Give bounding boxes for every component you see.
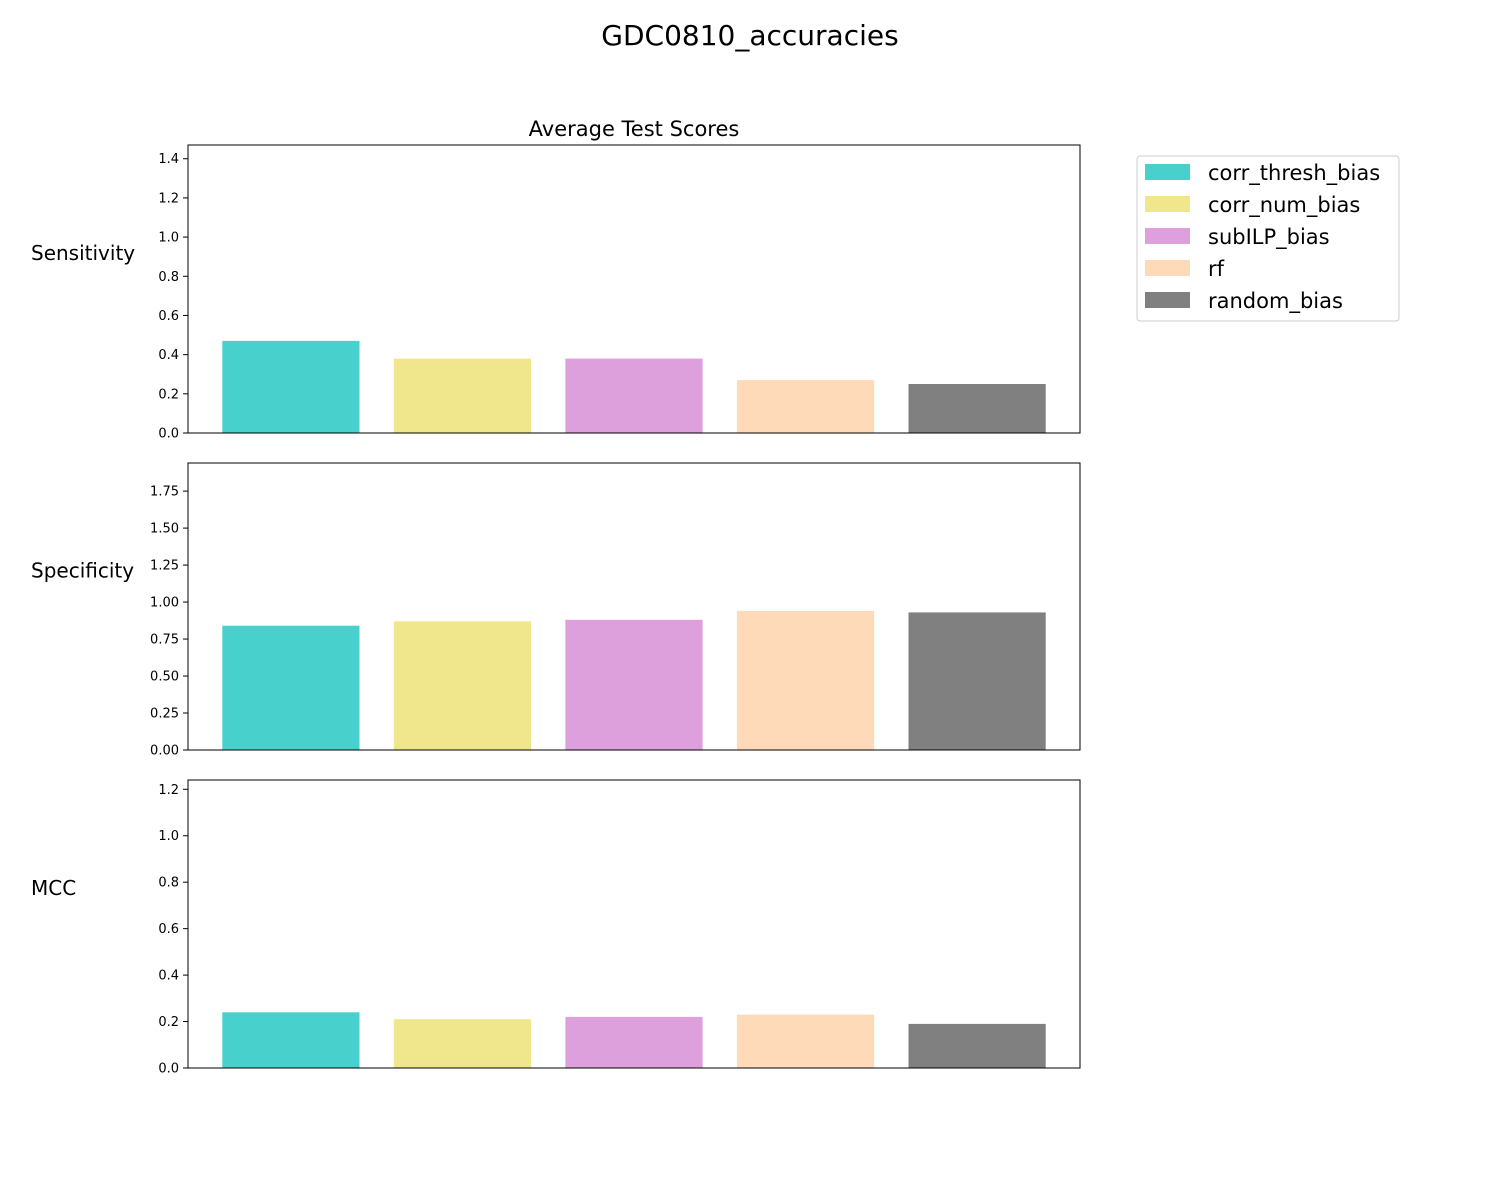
panel-1: 0.0 0.2 0.4 0.6 0.8 1.0 1.2 1.4 Sensitivity xyxy=(31,144,1081,442)
y-tick-label: 0.50 xyxy=(150,670,179,685)
bar-subILP_bias xyxy=(565,619,703,750)
y-tick-label: 1.00 xyxy=(150,596,179,611)
y-tick-label: 1.0 xyxy=(158,829,179,844)
legend-label-rf: rf xyxy=(1208,257,1225,281)
y-tick-label: 1.0 xyxy=(158,231,179,246)
legend-swatch-corr_num_bias xyxy=(1145,196,1190,212)
y-tick-label: 0.00 xyxy=(150,744,179,759)
legend-label-corr_thresh_bias: corr_thresh_bias xyxy=(1208,161,1380,186)
y-tick-label: 0.6 xyxy=(158,922,179,937)
y-tick-label: 1.2 xyxy=(158,191,179,206)
y-tick-label: 1.25 xyxy=(150,559,179,574)
legend-swatch-random_bias xyxy=(1145,292,1190,308)
y-tick-label: 0.8 xyxy=(158,270,179,285)
bar-random_bias xyxy=(908,384,1046,433)
y-tick-label: 0.4 xyxy=(158,348,179,363)
figure-suptitle: GDC0810_accuracies xyxy=(601,19,898,52)
row-label-sensitivity: Sensitivity xyxy=(31,241,135,265)
y-tick-label: 0.0 xyxy=(158,1062,179,1077)
legend-swatch-rf xyxy=(1145,260,1190,276)
y-tick-label: 0.0 xyxy=(158,427,179,442)
bar-corr_num_bias xyxy=(393,1019,531,1068)
y-tick-label: 0.6 xyxy=(158,309,179,324)
y-tick-label: 0.2 xyxy=(158,1015,179,1030)
bar-subILP_bias xyxy=(565,358,703,433)
plot-frame xyxy=(187,144,1081,434)
plot-frame xyxy=(187,779,1081,1069)
y-tick-label: 1.50 xyxy=(150,522,179,537)
panel-3: 0.0 0.2 0.4 0.6 0.8 1.0 1.2 MCC xyxy=(31,779,1081,1077)
chart-panels: 0.00.20.40.60.81.01.21.4Sensitivity0.000… xyxy=(31,144,1081,1077)
legend-label-subILP_bias: subILP_bias xyxy=(1208,225,1330,250)
legend-label-corr_num_bias: corr_num_bias xyxy=(1208,193,1360,218)
bar-rf xyxy=(736,1014,875,1068)
y-tick-label: 1.2 xyxy=(158,783,179,798)
row-label-specificity: Specificity xyxy=(31,559,134,583)
bar-corr_num_bias xyxy=(393,621,531,750)
row-label-mcc: MCC xyxy=(31,876,76,900)
bar-random_bias xyxy=(908,1023,1046,1068)
y-tick-label: 0.8 xyxy=(158,876,179,891)
legend-swatch-corr_thresh_bias xyxy=(1145,164,1190,180)
legend: corr_thresh_bias corr_num_bias subILP_bias… xyxy=(1136,155,1400,322)
panel-title: Average Test Scores xyxy=(529,117,740,141)
y-tick-label: 0.2 xyxy=(158,387,179,402)
bar-corr_num_bias xyxy=(393,358,531,433)
bar-corr_thresh_bias xyxy=(222,340,360,433)
y-tick-label: 0.75 xyxy=(150,633,179,648)
legend-label-random_bias: random_bias xyxy=(1208,289,1343,314)
bar-corr_thresh_bias xyxy=(222,625,360,750)
panel-2: 0.00 0.25 0.50 0.75 1.00 1.25 1.50 1.75 Specific… xyxy=(31,462,1081,759)
y-tick-label: 1.4 xyxy=(158,152,179,167)
bar-subILP_bias xyxy=(565,1016,703,1068)
y-tick-label: 0.25 xyxy=(150,707,179,722)
plot-frame xyxy=(187,462,1081,751)
bar-rf xyxy=(736,380,875,433)
legend-frame xyxy=(1136,155,1400,322)
bar-random_bias xyxy=(908,612,1046,750)
legend-swatch-subILP_bias xyxy=(1145,228,1190,244)
bar-rf xyxy=(736,610,875,750)
y-tick-label: 0.4 xyxy=(158,969,179,984)
bar-corr_thresh_bias xyxy=(222,1012,360,1068)
y-tick-label: 1.75 xyxy=(150,485,179,500)
